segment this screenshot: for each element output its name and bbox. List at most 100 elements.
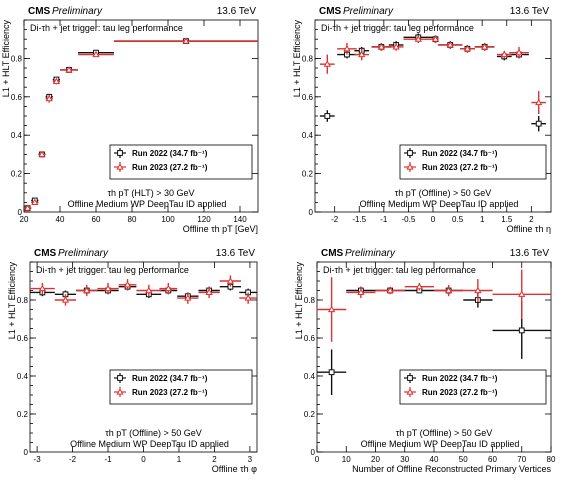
data-point [463,45,472,52]
y-tick-label: 0.4 [11,131,23,140]
id-label: Offline Medium WP DeepTau ID applied [68,199,227,209]
x-axis-label: Offline τh η [507,224,551,234]
y-tick-label: 0.8 [11,54,23,63]
legend-entry: Run 2023 (27.2 fb⁻¹) [422,163,498,172]
y-axis-label: L1 + HLT Efficiency [1,20,11,98]
data-point [518,290,526,297]
series-run2022 [30,282,257,300]
data-point [31,198,39,205]
legend-marker [117,150,123,156]
x-tick-label: 1 [177,455,182,464]
data-point [38,284,47,292]
plot-title: Di-τh + jet trigger: tau leg performance [323,265,476,275]
cut-label: τh pT (HLT) > 30 GeV [107,188,194,198]
panel-pv: CMS Preliminary 13.6 TeV Di-τh + jet trigge… [294,248,556,474]
data-point [323,60,331,67]
preliminary-label: Preliminary [345,248,396,259]
x-tick-label: 80 [128,215,137,224]
plot-frame [23,19,259,213]
y-axis-label: L1 + HLT Efficiency [294,262,304,340]
x-tick-label: 3 [248,455,253,464]
legend-box [399,144,547,180]
y-tick-label: 0.6 [304,334,316,343]
y-tick-label: 0.6 [11,93,23,102]
data-point [392,43,400,50]
panel-eta: CMS Preliminary 13.6 TeV Di-τh + jet trigge… [292,6,552,234]
series-run2023 [30,275,257,306]
x-tick-label: 100 [161,215,175,224]
series-run2023 [319,35,547,115]
energy-label: 13.6 TeV [216,248,256,259]
data-point [45,94,53,102]
id-label: Offline Medium WP DeepTau ID applied [70,439,229,449]
legend-entry: Run 2023 (27.2 fb⁻¹) [422,388,498,397]
data-point [328,305,336,313]
data-point [182,37,190,44]
data-point [518,327,525,334]
x-tick-label: 1 [480,215,485,224]
x-tick-label: 70 [517,455,526,464]
data-point [83,286,91,294]
y-tick-label: 0.6 [302,93,314,102]
cms-label: CMS [28,6,51,17]
data-point [474,286,482,294]
y-tick-label: 0.8 [304,296,316,305]
data-point [145,286,153,294]
x-tick-label: -1 [104,455,112,464]
data-point [244,294,252,301]
x-tick-label: 10 [342,455,351,464]
x-tick-label: 50 [459,455,468,464]
x-tick-label: -3 [34,455,42,464]
y-tick-label: 0 [311,448,316,457]
data-point [61,296,70,303]
data-point [358,50,366,58]
plot-title: Di-τh + jet trigger: tau leg performance [36,265,189,275]
energy-label: 13.6 TeV [510,248,550,259]
cut-label: τh pT (Offline) > 50 GeV [395,188,492,198]
data-point [386,286,394,294]
legend-marker [117,375,123,381]
x-tick-label: 60 [92,215,101,224]
x-tick-label: 40 [56,215,65,224]
y-tick-label: 0.2 [304,410,316,419]
data-point [445,286,453,294]
preliminary-label: Preliminary [58,248,109,259]
y-tick-label: 0.6 [17,334,29,343]
id-label: Offline Medium WP DeepTau ID applied [360,199,519,209]
legend-marker [116,388,124,395]
data-point [205,288,213,295]
x-tick-label: 20 [371,455,380,464]
data-point [415,282,423,290]
x-tick-label: 0.5 [452,215,464,224]
y-tick-label: 0.4 [304,372,316,381]
cms-label: CMS [34,248,57,259]
data-point [515,48,523,56]
legend-box [109,144,253,180]
data-point [481,43,489,50]
cms-label: CMS [321,248,344,259]
x-tick-label: 1.5 [501,215,513,224]
data-point [535,120,542,127]
data-point [92,50,100,58]
y-axis-label: L1 + HLT Efficiency [7,262,17,340]
x-axis-label: Number of Offline Reconstructed Primary … [352,464,551,474]
data-point [104,284,112,292]
data-point [535,98,543,106]
y-tick-label: 0.2 [302,170,314,179]
x-tick-label: 0 [315,455,320,464]
preliminary-label: Preliminary [52,6,103,17]
data-point [377,43,385,50]
legend-box [399,369,547,405]
x-tick-label: -0.5 [402,215,416,224]
legend-marker [407,375,413,381]
x-tick-label: -1 [380,215,388,224]
x-tick-label: 0 [141,455,146,464]
y-tick-label: 0.4 [302,131,314,140]
legend-entry: Run 2023 (27.2 fb⁻¹) [132,163,208,172]
x-tick-label: 2 [212,455,217,464]
cms-label: CMS [319,6,342,17]
data-point [324,113,331,119]
preliminary-label: Preliminary [343,6,394,17]
cut-label: τh pT (Offline) > 50 GeV [105,428,202,438]
legend-entry: Run 2022 (34.7 fb⁻¹) [132,374,208,383]
